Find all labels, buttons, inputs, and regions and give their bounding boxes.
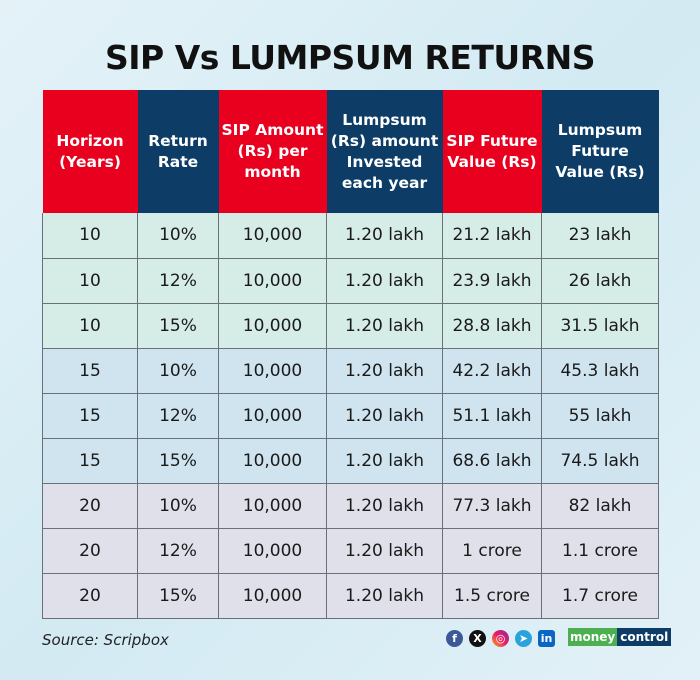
moneycontrol-logo: money control	[568, 628, 672, 646]
table-cell: 1.20 lakh	[326, 258, 443, 304]
table-row: 10 12% 10,000 1.20 lakh 23.9 lakh 26 lakh	[42, 258, 659, 304]
table-row: 15 12% 10,000 1.20 lakh 51.1 lakh 55 lakh	[42, 393, 659, 439]
table-row: 20 10% 10,000 1.20 lakh 77.3 lakh 82 lakh	[42, 483, 659, 529]
table-cell: 74.5 lakh	[541, 438, 659, 484]
table-cell: 10,000	[218, 213, 327, 259]
table-cell: 10,000	[218, 528, 327, 574]
column-header: SIP Amount (Rs) per month	[218, 90, 327, 213]
column-header: Horizon (Years)	[42, 90, 138, 213]
social-icons: f X ◎ ➤ in	[446, 630, 555, 647]
table-cell: 1.5 crore	[442, 573, 542, 619]
table-cell: 20	[42, 483, 138, 529]
linkedin-icon[interactable]: in	[538, 630, 555, 647]
table-cell: 15	[42, 438, 138, 484]
table-row: 10 10% 10,000 1.20 lakh 21.2 lakh 23 lakh	[42, 213, 659, 259]
table-cell: 12%	[137, 393, 219, 439]
x-icon[interactable]: X	[469, 630, 486, 647]
table-cell: 1.20 lakh	[326, 438, 443, 484]
table-cell: 10%	[137, 213, 219, 259]
column-header: Lumpsum (Rs) amount Invested each year	[326, 90, 443, 213]
table-cell: 15%	[137, 438, 219, 484]
table-cell: 21.2 lakh	[442, 213, 542, 259]
source-note: Source: Scripbox	[42, 631, 169, 649]
facebook-icon[interactable]: f	[446, 630, 463, 647]
table-cell: 10,000	[218, 258, 327, 304]
table-row: 20 12% 10,000 1.20 lakh 1 crore 1.1 crore	[42, 528, 659, 574]
table-cell: 26 lakh	[541, 258, 659, 304]
table-cell: 10,000	[218, 348, 327, 394]
table-row: 10 15% 10,000 1.20 lakh 28.8 lakh 31.5 lakh	[42, 303, 659, 349]
table-cell: 20	[42, 528, 138, 574]
table-cell: 68.6 lakh	[442, 438, 542, 484]
table-cell: 31.5 lakh	[541, 303, 659, 349]
table-cell: 1.20 lakh	[326, 348, 443, 394]
table-cell: 1.20 lakh	[326, 213, 443, 259]
table-cell: 23 lakh	[541, 213, 659, 259]
table-cell: 55 lakh	[541, 393, 659, 439]
column-header: Return Rate	[137, 90, 219, 213]
table-cell: 10	[42, 258, 138, 304]
table-row: 20 15% 10,000 1.20 lakh 1.5 crore 1.7 crore	[42, 573, 659, 619]
table-cell: 28.8 lakh	[442, 303, 542, 349]
table-cell: 10	[42, 303, 138, 349]
telegram-icon[interactable]: ➤	[515, 630, 532, 647]
table-cell: 1 crore	[442, 528, 542, 574]
table-cell: 15%	[137, 303, 219, 349]
table-cell: 1.20 lakh	[326, 483, 443, 529]
table-cell: 12%	[137, 528, 219, 574]
table-cell: 10,000	[218, 303, 327, 349]
table-cell: 1.20 lakh	[326, 303, 443, 349]
table-cell: 20	[42, 573, 138, 619]
instagram-icon[interactable]: ◎	[492, 630, 509, 647]
table-cell: 42.2 lakh	[442, 348, 542, 394]
table-cell: 10	[42, 213, 138, 259]
table-cell: 82 lakh	[541, 483, 659, 529]
table-cell: 10,000	[218, 438, 327, 484]
table-row: 15 10% 10,000 1.20 lakh 42.2 lakh 45.3 lakh	[42, 348, 659, 394]
table-cell: 1.20 lakh	[326, 528, 443, 574]
returns-table: Horizon (Years) Return Rate SIP Amount (Rs…	[42, 90, 659, 619]
table-cell: 1.7 crore	[541, 573, 659, 619]
column-header: Lumpsum Future Value (Rs)	[541, 90, 659, 213]
page-title: SIP Vs LUMPSUM RETURNS	[104, 38, 596, 77]
table-cell: 15	[42, 393, 138, 439]
table-cell: 10,000	[218, 483, 327, 529]
table-cell: 15%	[137, 573, 219, 619]
table-cell: 1.20 lakh	[326, 573, 443, 619]
table-cell: 1.1 crore	[541, 528, 659, 574]
table-cell: 45.3 lakh	[541, 348, 659, 394]
table-cell: 77.3 lakh	[442, 483, 542, 529]
table-cell: 10%	[137, 348, 219, 394]
table-row: 15 15% 10,000 1.20 lakh 68.6 lakh 74.5 lakh	[42, 438, 659, 484]
table-cell: 1.20 lakh	[326, 393, 443, 439]
table-cell: 10,000	[218, 573, 327, 619]
column-header: SIP Future Value (Rs)	[442, 90, 542, 213]
table-cell: 10,000	[218, 393, 327, 439]
table-cell: 15	[42, 348, 138, 394]
table-cell: 12%	[137, 258, 219, 304]
table-cell: 10%	[137, 483, 219, 529]
table-cell: 51.1 lakh	[442, 393, 542, 439]
table-cell: 23.9 lakh	[442, 258, 542, 304]
